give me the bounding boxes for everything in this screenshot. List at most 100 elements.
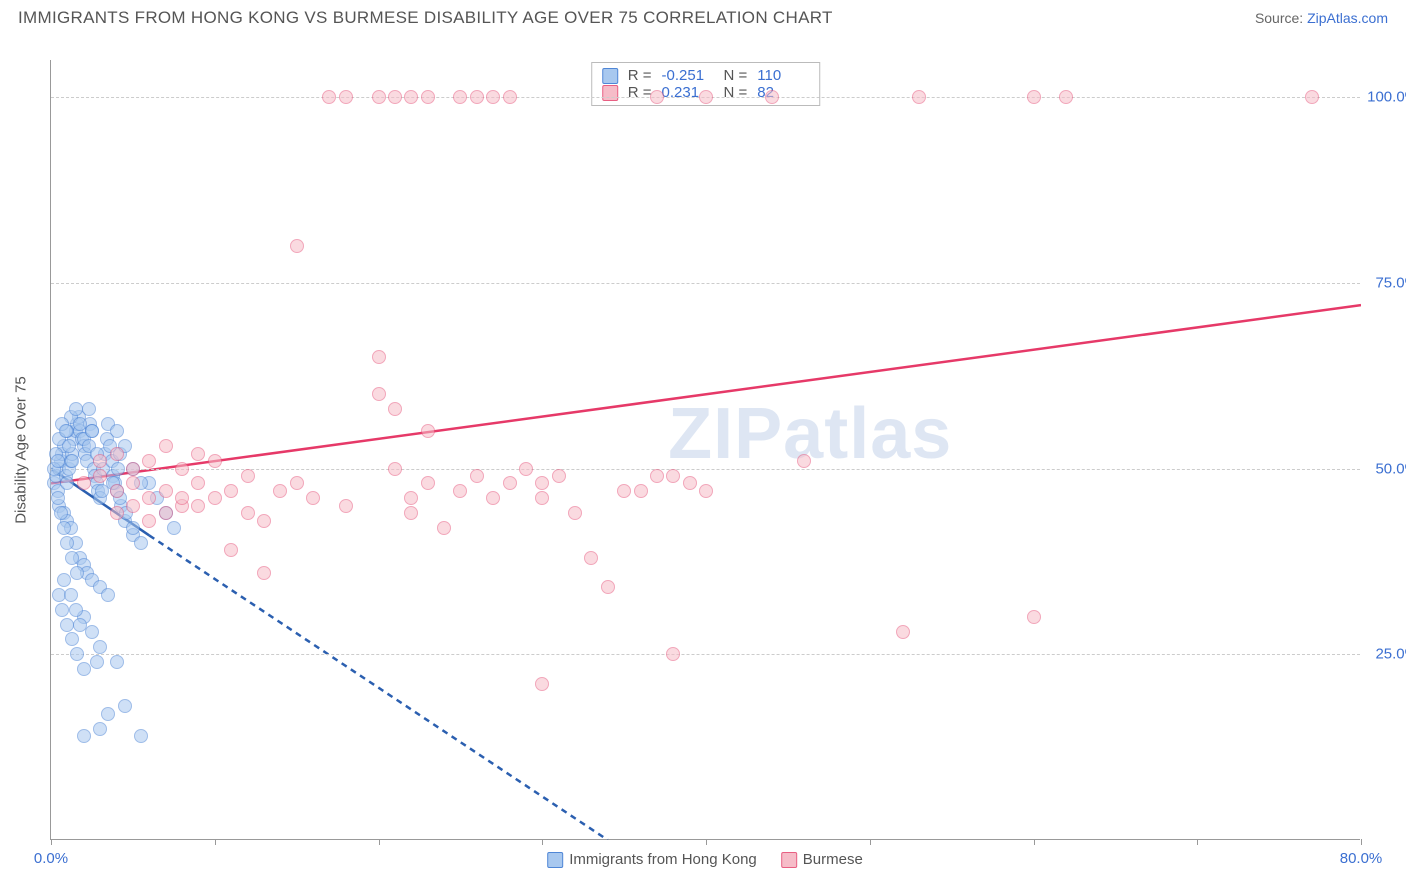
data-point bbox=[69, 402, 83, 416]
data-point bbox=[110, 506, 124, 520]
data-point bbox=[73, 618, 87, 632]
data-point bbox=[77, 729, 91, 743]
data-point bbox=[208, 454, 222, 468]
data-point bbox=[51, 491, 65, 505]
data-point bbox=[175, 462, 189, 476]
data-point bbox=[634, 484, 648, 498]
data-point bbox=[85, 424, 99, 438]
data-point bbox=[519, 462, 533, 476]
data-point bbox=[159, 484, 173, 498]
x-tick bbox=[706, 839, 707, 845]
legend-swatch bbox=[547, 852, 563, 868]
legend-item: Burmese bbox=[781, 851, 863, 868]
stat-n-label: N = bbox=[724, 67, 748, 84]
x-axis-legend: Immigrants from Hong Kong Burmese bbox=[547, 851, 863, 868]
data-point bbox=[77, 476, 91, 490]
grid-line bbox=[51, 283, 1360, 284]
data-point bbox=[912, 90, 926, 104]
data-point bbox=[65, 551, 79, 565]
data-point bbox=[142, 491, 156, 505]
data-point bbox=[60, 536, 74, 550]
data-point bbox=[93, 454, 107, 468]
legend-label: Burmese bbox=[803, 851, 863, 868]
data-point bbox=[90, 655, 104, 669]
data-point bbox=[699, 90, 713, 104]
data-point bbox=[55, 603, 69, 617]
data-point bbox=[421, 476, 435, 490]
data-point bbox=[191, 447, 205, 461]
data-point bbox=[421, 424, 435, 438]
y-tick-label: 100.0% bbox=[1367, 89, 1406, 106]
data-point bbox=[273, 484, 287, 498]
data-point bbox=[142, 454, 156, 468]
data-point bbox=[404, 506, 418, 520]
data-point bbox=[51, 454, 65, 468]
data-point bbox=[486, 491, 500, 505]
trend-lines bbox=[51, 60, 1361, 840]
legend-swatch bbox=[781, 852, 797, 868]
source-link[interactable]: ZipAtlas.com bbox=[1307, 10, 1388, 26]
data-point bbox=[70, 566, 84, 580]
data-point bbox=[64, 588, 78, 602]
data-point bbox=[118, 699, 132, 713]
legend-label: Immigrants from Hong Kong bbox=[569, 851, 757, 868]
x-tick bbox=[542, 839, 543, 845]
data-point bbox=[224, 543, 238, 557]
data-point bbox=[650, 90, 664, 104]
data-point bbox=[69, 603, 83, 617]
data-point bbox=[503, 90, 517, 104]
data-point bbox=[437, 521, 451, 535]
data-point bbox=[159, 506, 173, 520]
data-point bbox=[601, 580, 615, 594]
data-point bbox=[322, 90, 336, 104]
data-point bbox=[65, 454, 79, 468]
data-point bbox=[388, 90, 402, 104]
stat-n-label: N = bbox=[724, 84, 748, 101]
y-tick-label: 75.0% bbox=[1375, 274, 1406, 291]
data-point bbox=[93, 640, 107, 654]
data-point bbox=[54, 506, 68, 520]
data-point bbox=[241, 506, 255, 520]
data-point bbox=[535, 491, 549, 505]
data-point bbox=[1059, 90, 1073, 104]
data-point bbox=[388, 402, 402, 416]
x-tick-label: 0.0% bbox=[34, 850, 68, 867]
data-point bbox=[372, 387, 386, 401]
data-point bbox=[208, 491, 222, 505]
data-point bbox=[77, 662, 91, 676]
data-point bbox=[134, 536, 148, 550]
data-point bbox=[1027, 90, 1041, 104]
data-point bbox=[372, 350, 386, 364]
data-point bbox=[290, 476, 304, 490]
data-point bbox=[191, 499, 205, 513]
data-point bbox=[257, 566, 271, 580]
data-point bbox=[404, 90, 418, 104]
chart-title: IMMIGRANTS FROM HONG KONG VS BURMESE DIS… bbox=[18, 8, 833, 28]
data-point bbox=[142, 514, 156, 528]
data-point bbox=[101, 707, 115, 721]
data-point bbox=[93, 722, 107, 736]
data-point bbox=[1027, 610, 1041, 624]
data-point bbox=[683, 476, 697, 490]
data-point bbox=[224, 484, 238, 498]
data-point bbox=[372, 90, 386, 104]
data-point bbox=[421, 90, 435, 104]
data-point bbox=[59, 424, 73, 438]
x-tick bbox=[1197, 839, 1198, 845]
x-tick bbox=[1361, 839, 1362, 845]
data-point bbox=[486, 90, 500, 104]
data-point bbox=[257, 514, 271, 528]
data-point bbox=[339, 499, 353, 513]
data-point bbox=[175, 491, 189, 505]
data-point bbox=[535, 476, 549, 490]
x-tick-label: 80.0% bbox=[1340, 850, 1383, 867]
data-point bbox=[552, 469, 566, 483]
data-point bbox=[111, 462, 125, 476]
x-tick bbox=[870, 839, 871, 845]
data-point bbox=[57, 521, 71, 535]
data-point bbox=[62, 439, 76, 453]
data-point bbox=[93, 469, 107, 483]
data-point bbox=[110, 484, 124, 498]
stat-n-value: 110 bbox=[757, 67, 809, 84]
data-point bbox=[60, 618, 74, 632]
